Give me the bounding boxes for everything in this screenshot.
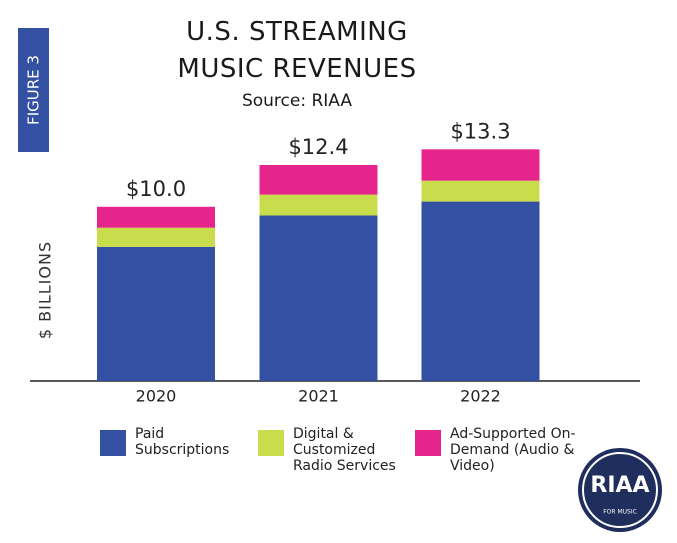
bar-segment xyxy=(259,164,378,195)
bar-segment xyxy=(259,194,378,216)
figure-label: FIGURE 3 xyxy=(25,55,43,125)
chart-subtitle: Source: RIAA xyxy=(241,91,353,111)
x-tick-label: 2020 xyxy=(136,387,177,406)
legend-label: Ad-Supported On-Demand (Audio & Video) xyxy=(450,426,576,474)
legend-swatch xyxy=(258,430,284,456)
figure-badge xyxy=(18,28,49,152)
bar-segment xyxy=(97,206,215,228)
bar-segment xyxy=(259,215,378,381)
total-label: $13.3 xyxy=(450,119,510,143)
bar-segment xyxy=(421,180,540,202)
legend-label: Digital & Customized Radio Services xyxy=(293,426,396,474)
bar-segment xyxy=(421,149,540,181)
bar-segment xyxy=(421,201,540,381)
bar-segment xyxy=(97,227,215,247)
total-label: $12.4 xyxy=(288,135,348,159)
legend-swatch xyxy=(415,430,441,456)
logo-text: RIAA xyxy=(590,473,649,498)
y-axis-label: $ BILLIONS xyxy=(36,241,55,339)
legend-label: Paid Subscriptions xyxy=(135,426,230,458)
bar-segment xyxy=(97,246,215,381)
x-tick-label: 2021 xyxy=(298,387,339,406)
logo-circle xyxy=(578,448,662,532)
total-label: $10.0 xyxy=(126,177,186,201)
legend-swatch xyxy=(100,430,126,456)
x-tick-label: 2022 xyxy=(460,387,501,406)
logo-subtext: FOR MUSIC xyxy=(603,509,637,516)
logo-ring xyxy=(582,452,658,528)
chart-title: U.S. STREAMING MUSIC REVENUES xyxy=(177,17,417,84)
